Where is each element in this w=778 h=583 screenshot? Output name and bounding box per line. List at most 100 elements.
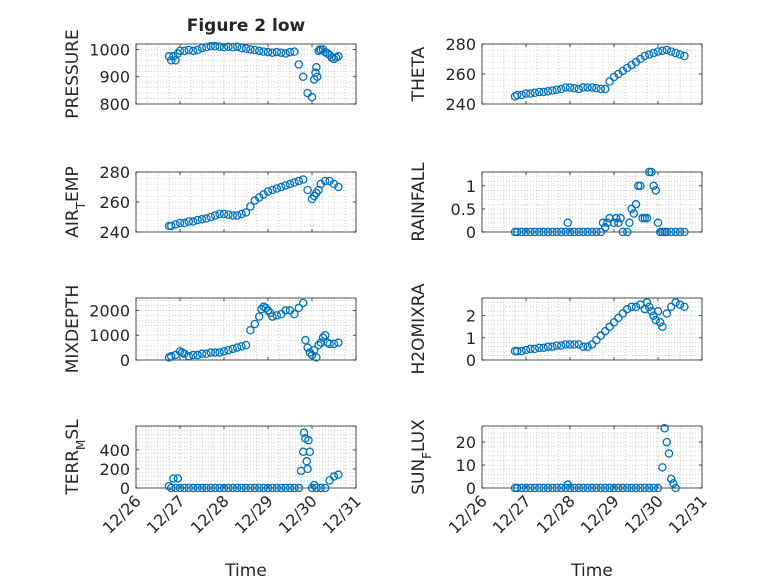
subplot-theta: 240 260 280 THETA	[409, 35, 703, 114]
data-point	[675, 227, 685, 237]
data-point	[294, 303, 304, 313]
data-point	[653, 47, 663, 56]
data-point	[188, 350, 198, 360]
series-markers	[164, 298, 343, 362]
data-point	[534, 227, 544, 237]
data-point	[614, 218, 623, 228]
y-tick-label: 0.5	[451, 200, 476, 219]
data-point	[548, 227, 557, 237]
y-tick-label: 1	[466, 177, 476, 196]
data-point	[622, 227, 632, 237]
data-point	[313, 72, 322, 81]
data-point	[662, 437, 672, 447]
data-point	[197, 483, 207, 493]
data-point	[631, 483, 641, 493]
data-point	[583, 342, 592, 351]
data-point	[664, 449, 674, 458]
data-point	[578, 83, 588, 92]
data-point	[609, 483, 619, 493]
axes-box	[135, 43, 357, 105]
data-point	[574, 340, 584, 349]
data-point	[237, 342, 246, 351]
y-axis-label-part: H2OMIXRA	[409, 283, 429, 374]
data-point	[530, 344, 540, 354]
data-point	[263, 47, 273, 57]
data-point	[556, 483, 566, 493]
data-point	[578, 483, 588, 493]
data-point	[627, 483, 636, 493]
data-point	[206, 348, 216, 357]
data-point	[583, 227, 592, 237]
data-point	[636, 181, 645, 191]
data-point	[644, 302, 654, 312]
data-point	[303, 464, 312, 474]
data-point	[625, 218, 634, 228]
data-point	[614, 313, 623, 323]
data-point	[307, 350, 317, 360]
data-point	[578, 342, 588, 351]
data-point	[587, 483, 597, 493]
data-point	[526, 89, 535, 98]
data-point	[180, 349, 189, 359]
data-point	[587, 340, 597, 349]
data-point	[680, 227, 689, 237]
data-point	[329, 339, 339, 349]
data-point	[188, 483, 198, 493]
data-point	[290, 483, 299, 493]
data-point	[587, 227, 597, 237]
data-point	[206, 212, 216, 222]
y-tick-label: 1	[466, 329, 476, 348]
data-point	[180, 218, 189, 228]
data-point	[534, 87, 544, 97]
y-axis-label: THETA	[409, 46, 429, 102]
series-markers	[164, 41, 343, 102]
data-point	[539, 483, 548, 493]
data-point	[600, 223, 610, 232]
data-point	[539, 227, 548, 237]
data-point	[188, 46, 198, 56]
grid	[481, 426, 703, 489]
data-point	[565, 483, 575, 493]
y-axis-label-part: F	[420, 452, 434, 459]
data-point	[202, 43, 211, 52]
data-point	[237, 483, 246, 493]
data-point	[570, 227, 579, 237]
data-point	[666, 227, 676, 237]
data-point	[254, 483, 264, 493]
data-point	[622, 304, 632, 314]
data-point	[202, 349, 211, 359]
data-point	[215, 348, 224, 357]
data-point	[556, 84, 566, 94]
y-tick-label: 240	[99, 223, 130, 242]
data-point	[202, 483, 211, 493]
data-point	[534, 483, 544, 493]
y-axis-label-part: RAINFALL	[409, 162, 429, 242]
data-point	[596, 227, 606, 237]
subplot-pressure: 800 900 1000 PRESSURE	[63, 29, 357, 119]
y-tick-label: 10	[456, 456, 476, 475]
data-point	[669, 479, 678, 488]
data-point	[276, 483, 286, 493]
data-point	[653, 483, 663, 493]
subplot-h2omixra: 0 1 2 H2OMIXRA	[409, 283, 703, 375]
axes-box	[481, 425, 703, 489]
series-markers	[510, 298, 689, 356]
data-point	[526, 483, 535, 493]
data-point	[241, 208, 251, 217]
data-point	[294, 483, 304, 493]
y-tick-label: 1000	[89, 326, 130, 345]
data-point	[166, 483, 176, 493]
data-point	[219, 347, 229, 356]
data-point	[521, 345, 531, 355]
subplot-air-temp: 240 260 280 AIRTEMP	[63, 163, 357, 242]
data-point	[539, 87, 548, 97]
data-point	[171, 220, 180, 229]
data-point	[598, 218, 608, 228]
data-point	[640, 483, 650, 493]
data-point	[250, 319, 260, 329]
data-point	[263, 306, 273, 315]
data-point	[543, 483, 553, 493]
data-point	[197, 214, 207, 224]
data-point	[246, 45, 255, 54]
data-point	[574, 227, 584, 237]
